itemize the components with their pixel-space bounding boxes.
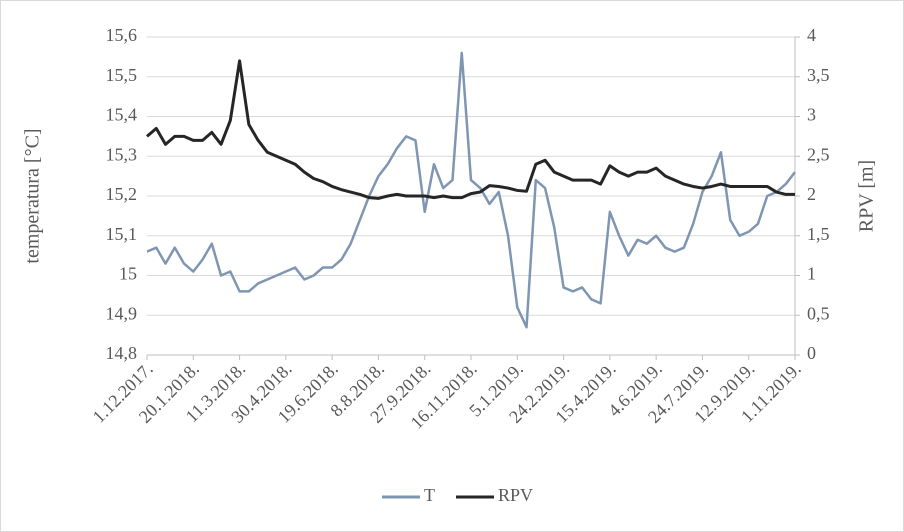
y-tick-label: 15 bbox=[119, 264, 137, 284]
y-tick-label: 15,1 bbox=[106, 224, 138, 244]
y2-tick-label: 1 bbox=[807, 264, 816, 284]
y2-tick-label: 4 bbox=[807, 25, 816, 45]
y2-tick-label: 3 bbox=[807, 105, 816, 125]
y2-tick-label: 1,5 bbox=[807, 224, 830, 244]
y2-tick-label: 2 bbox=[807, 184, 816, 204]
y-tick-label: 15,3 bbox=[106, 144, 138, 164]
y2-tick-label: 3,5 bbox=[807, 65, 830, 85]
y-tick-label: 15,2 bbox=[106, 184, 138, 204]
y-tick-label: 15,4 bbox=[106, 105, 138, 125]
y2-tick-label: 0 bbox=[807, 343, 816, 363]
line-rpv bbox=[146, 59, 795, 200]
y-axis-label: temperatura [°C] bbox=[22, 128, 44, 263]
y2-axis-label: RPV [m] bbox=[856, 160, 878, 232]
y-tick-label: 14,9 bbox=[106, 303, 138, 323]
legend-label: T bbox=[424, 485, 435, 505]
y-tick-label: 15,5 bbox=[106, 65, 138, 85]
y-tick-label: 15,6 bbox=[106, 25, 138, 45]
legend-label: RPV bbox=[498, 485, 533, 505]
y-tick-label: 14,8 bbox=[106, 343, 138, 363]
y2-tick-label: 2,5 bbox=[807, 144, 830, 164]
y2-tick-label: 0,5 bbox=[807, 303, 830, 323]
line-t bbox=[146, 51, 796, 329]
